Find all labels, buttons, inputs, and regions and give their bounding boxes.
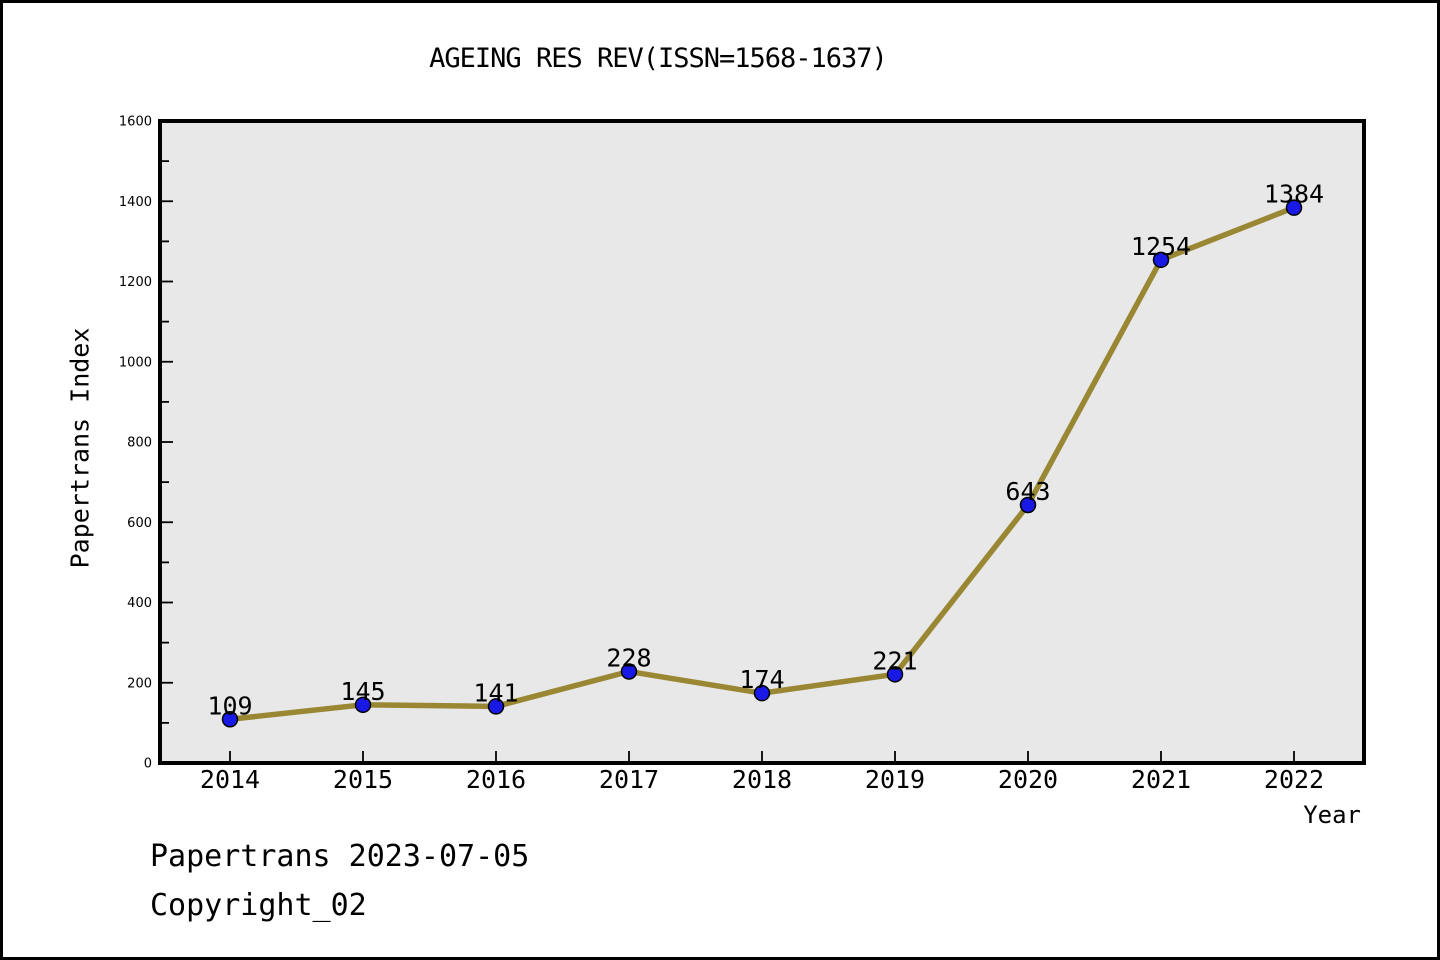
x-axis-tick-label: 2016 [466, 765, 526, 794]
x-axis-tick-label: 2017 [599, 765, 659, 794]
y-axis-tick-label: 400 [127, 596, 152, 611]
data-point-label: 228 [606, 644, 651, 673]
x-axis-title: Year [1303, 801, 1361, 829]
chart-svg: 0 200 400 600 800 1000 1200 1400 1600 2014 2015 201… [119, 115, 1366, 794]
y-axis-tick-label: 200 [127, 676, 152, 691]
data-point [1019, 496, 1037, 514]
data-point [620, 663, 638, 680]
y-axis-tick-label: 1200 [119, 275, 152, 290]
footer-copyright: Copyright_02 [150, 888, 367, 923]
plot-frame [158, 119, 1366, 765]
data-point-label: 109 [207, 691, 252, 720]
y-axis-tick-label: 800 [127, 436, 152, 451]
data-point-label: 141 [473, 678, 518, 707]
x-axis-tick-label: 2018 [732, 765, 792, 794]
plot-background [160, 121, 1364, 763]
y-axis-tick-label: 0 [144, 757, 152, 772]
y-axis-tick-label: 1600 [119, 115, 152, 130]
y-axis-tick-label: 1000 [119, 355, 152, 370]
data-point-label: 174 [739, 665, 784, 694]
data-point-label: 145 [340, 677, 385, 706]
x-axis-tick-label: 2015 [333, 765, 393, 794]
x-axis-tick-label: 2021 [1131, 765, 1191, 794]
x-axis-tick-label: 2020 [998, 765, 1058, 794]
data-point [221, 711, 239, 728]
data-point [753, 684, 771, 702]
footer-date: Papertrans 2023-07-05 [150, 839, 530, 874]
y-axis-title: Papertrans Index [65, 327, 95, 569]
x-axis-tick-label: 2022 [1264, 765, 1324, 794]
data-point [354, 696, 372, 714]
x-axis-tick-label: 2019 [865, 765, 925, 794]
data-point-label: 1384 [1264, 180, 1324, 209]
y-axis-tick-label: 600 [127, 516, 152, 531]
data-point [886, 666, 904, 683]
data-point-label: 643 [1005, 477, 1050, 506]
data-point-label: 1254 [1131, 232, 1191, 261]
data-point-label: 221 [872, 646, 917, 675]
chart-title: AGEING RES REV(ISSN=1568-1637) [429, 43, 888, 74]
data-point [1285, 199, 1303, 216]
x-axis-tick-label: 2014 [200, 765, 260, 794]
data-point [1152, 251, 1170, 269]
data-point [487, 698, 505, 715]
y-axis-tick-label: 1400 [119, 195, 152, 210]
